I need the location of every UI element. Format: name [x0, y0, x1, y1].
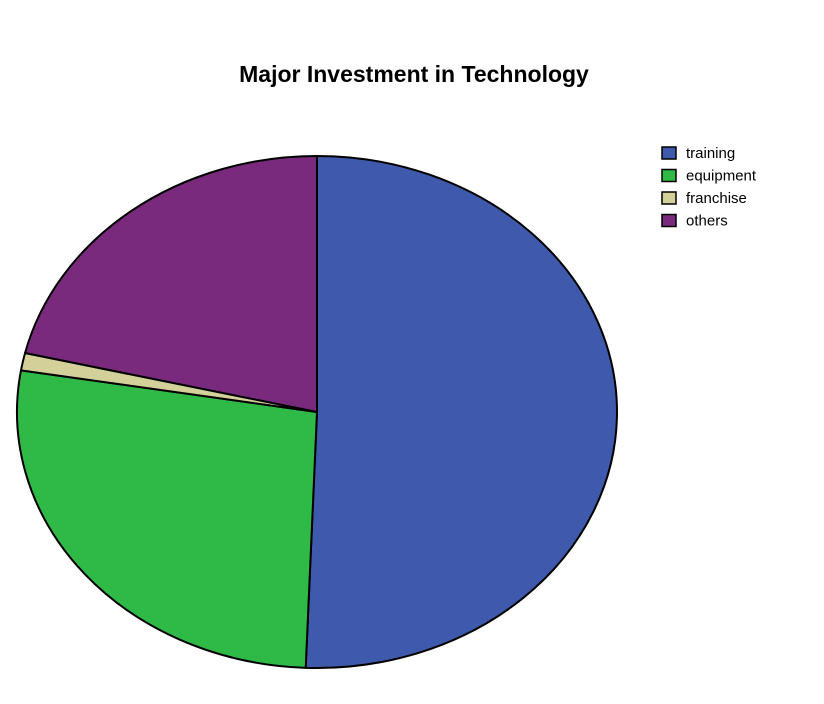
legend-swatch-others: [661, 213, 677, 228]
legend-swatch-equipment: [661, 168, 677, 183]
legend-label-franchise: franchise: [686, 190, 747, 207]
legend-label-others: others: [686, 213, 728, 230]
chart-title: Major Investment in Technology: [239, 61, 589, 87]
legend-swatch-training: [661, 146, 677, 160]
pie-slice-training: [304, 155, 618, 669]
pie-slice-others: [24, 155, 318, 413]
legend-label-training: training: [686, 145, 735, 162]
legend-label-equipment: equipment: [686, 168, 757, 185]
pie-slice-equipment: [16, 369, 318, 669]
legend-swatch-franchise: [661, 191, 677, 205]
pie-slices: [16, 155, 618, 669]
legend: training equipment franchise others: [661, 145, 757, 230]
